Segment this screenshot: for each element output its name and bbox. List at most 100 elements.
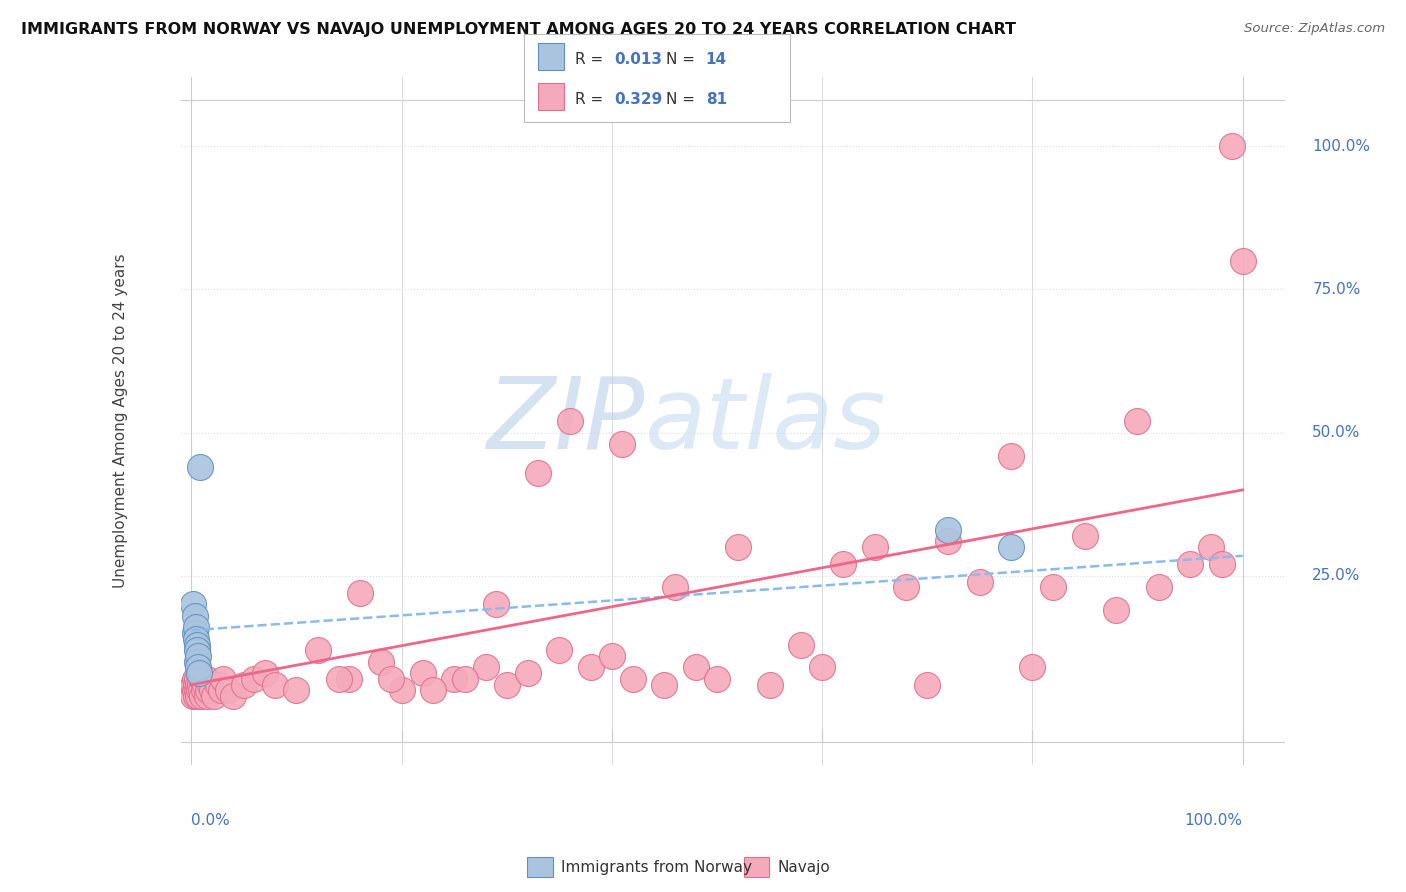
Text: Immigrants from Norway: Immigrants from Norway bbox=[561, 860, 752, 874]
Point bbox=[187, 683, 209, 698]
Point bbox=[1211, 558, 1233, 572]
Point bbox=[380, 672, 402, 686]
Text: 0.329: 0.329 bbox=[614, 92, 662, 107]
Point bbox=[187, 689, 209, 703]
Point bbox=[184, 620, 207, 634]
Point bbox=[188, 460, 211, 475]
Point bbox=[548, 643, 571, 657]
Point bbox=[727, 540, 749, 554]
Point bbox=[422, 683, 444, 698]
Point bbox=[485, 598, 508, 612]
Point bbox=[195, 689, 218, 703]
Point bbox=[186, 683, 208, 698]
Point bbox=[209, 683, 232, 698]
Point bbox=[183, 689, 205, 703]
Point bbox=[527, 466, 550, 480]
Text: Navajo: Navajo bbox=[778, 860, 831, 874]
Point bbox=[204, 689, 226, 703]
Point bbox=[454, 672, 477, 686]
Text: Source: ZipAtlas.com: Source: ZipAtlas.com bbox=[1244, 22, 1385, 36]
Point bbox=[191, 689, 214, 703]
Point bbox=[307, 643, 329, 657]
Point bbox=[1232, 253, 1254, 268]
Text: IMMIGRANTS FROM NORWAY VS NAVAJO UNEMPLOYMENT AMONG AGES 20 TO 24 YEARS CORRELAT: IMMIGRANTS FROM NORWAY VS NAVAJO UNEMPLO… bbox=[21, 22, 1017, 37]
Point bbox=[412, 666, 434, 681]
Point bbox=[706, 672, 728, 686]
Point bbox=[186, 643, 208, 657]
Point bbox=[1220, 139, 1243, 153]
Point bbox=[863, 540, 886, 554]
Text: N =: N = bbox=[666, 92, 700, 107]
Point bbox=[183, 678, 205, 692]
Point bbox=[264, 678, 287, 692]
Point bbox=[188, 678, 211, 692]
Point bbox=[600, 648, 623, 663]
Point bbox=[200, 678, 222, 692]
Point bbox=[232, 678, 254, 692]
Point bbox=[936, 534, 959, 549]
Point bbox=[187, 660, 209, 674]
Point bbox=[936, 523, 959, 537]
Point bbox=[186, 672, 208, 686]
Point bbox=[664, 580, 686, 594]
Point bbox=[183, 672, 205, 686]
Point bbox=[190, 683, 212, 698]
Point bbox=[183, 608, 205, 623]
Text: Unemployment Among Ages 20 to 24 years: Unemployment Among Ages 20 to 24 years bbox=[112, 254, 128, 589]
Point bbox=[1021, 660, 1043, 674]
Point bbox=[184, 632, 207, 646]
Text: 0.0%: 0.0% bbox=[191, 813, 231, 828]
Point bbox=[183, 626, 205, 640]
Point bbox=[349, 586, 371, 600]
Text: ZIP: ZIP bbox=[486, 373, 644, 470]
Point bbox=[811, 660, 834, 674]
Point bbox=[896, 580, 918, 594]
Point bbox=[579, 660, 602, 674]
Text: 25.0%: 25.0% bbox=[1312, 568, 1361, 583]
Point bbox=[516, 666, 538, 681]
Point bbox=[1000, 540, 1022, 554]
Point bbox=[187, 678, 209, 692]
Text: 100.0%: 100.0% bbox=[1185, 813, 1243, 828]
Point bbox=[1178, 558, 1201, 572]
Point bbox=[183, 598, 205, 612]
Point bbox=[1105, 603, 1128, 617]
Point bbox=[184, 678, 207, 692]
Point bbox=[969, 574, 991, 589]
Point bbox=[195, 672, 218, 686]
Point bbox=[1000, 449, 1022, 463]
Point bbox=[832, 558, 855, 572]
Text: 75.0%: 75.0% bbox=[1312, 282, 1361, 297]
Point bbox=[621, 672, 644, 686]
Point bbox=[612, 437, 634, 451]
Point bbox=[1074, 529, 1097, 543]
Point bbox=[243, 672, 266, 686]
Point bbox=[558, 414, 581, 428]
Point bbox=[495, 678, 517, 692]
Text: 81: 81 bbox=[706, 92, 727, 107]
Point bbox=[212, 672, 235, 686]
Point bbox=[193, 683, 215, 698]
Point bbox=[1147, 580, 1170, 594]
Point bbox=[285, 683, 308, 698]
Point bbox=[1042, 580, 1064, 594]
Text: R =: R = bbox=[575, 52, 609, 67]
Point bbox=[1126, 414, 1149, 428]
Point bbox=[337, 672, 360, 686]
Point bbox=[191, 672, 214, 686]
Point bbox=[184, 689, 207, 703]
Point bbox=[1199, 540, 1222, 554]
Text: 50.0%: 50.0% bbox=[1312, 425, 1361, 440]
Point bbox=[183, 683, 205, 698]
Text: N =: N = bbox=[666, 52, 700, 67]
Point bbox=[370, 655, 392, 669]
Text: 100.0%: 100.0% bbox=[1312, 138, 1371, 153]
Point bbox=[391, 683, 413, 698]
Point bbox=[443, 672, 465, 686]
Point bbox=[758, 678, 780, 692]
Text: R =: R = bbox=[575, 92, 609, 107]
Point bbox=[915, 678, 938, 692]
Point bbox=[186, 655, 208, 669]
Text: 14: 14 bbox=[706, 52, 727, 67]
Point bbox=[186, 638, 208, 652]
